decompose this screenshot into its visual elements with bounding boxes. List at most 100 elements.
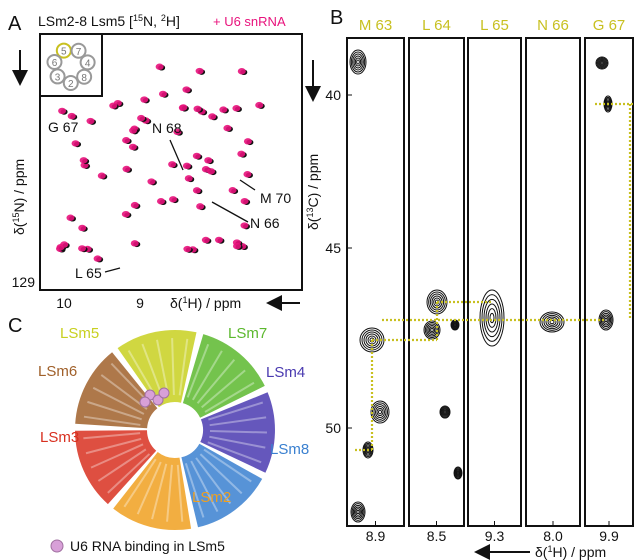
text-part: δ( xyxy=(170,295,183,311)
peak-annotation: N 66 xyxy=(250,215,280,231)
beta-strand xyxy=(141,343,164,398)
peak-rna xyxy=(122,165,131,173)
contour xyxy=(430,328,434,332)
contour xyxy=(442,409,448,415)
contour xyxy=(483,298,501,338)
peak-rna xyxy=(168,161,177,168)
contour xyxy=(545,316,559,328)
peak-rna xyxy=(219,106,228,113)
contour xyxy=(600,312,612,328)
superscript: 1 xyxy=(547,544,552,554)
y-axis-label: δ(13C) / ppm xyxy=(305,154,321,230)
peak-rna xyxy=(128,143,137,151)
contour xyxy=(351,503,365,521)
peak-rna xyxy=(158,90,167,98)
beta-strand xyxy=(209,416,267,427)
inset-number: 7 xyxy=(76,47,82,58)
connection-line xyxy=(355,300,492,452)
peak-rna xyxy=(173,128,182,136)
peak-rna xyxy=(169,196,178,203)
beta-strand xyxy=(136,461,162,515)
peak-rna xyxy=(240,222,249,229)
superscript: 15 xyxy=(133,13,143,23)
contour xyxy=(600,61,604,65)
inset-number: 2 xyxy=(68,79,74,90)
peak-rna xyxy=(182,86,191,93)
subunit-shape xyxy=(117,329,197,408)
peak-rna xyxy=(192,187,201,194)
rna-site xyxy=(158,387,170,399)
beta-strand xyxy=(204,381,255,413)
contour xyxy=(543,314,561,330)
rna-site xyxy=(152,394,164,406)
peak-rna xyxy=(208,113,217,120)
peak-rna xyxy=(66,214,75,221)
contour xyxy=(373,404,387,420)
subunit-shape xyxy=(75,352,158,429)
peak-rna xyxy=(179,104,188,111)
panel-b: B M 63 8.9 L 64 8.5 L 65 9.3 N 66 8.0 G 67 9.9 40 45… xyxy=(305,7,634,560)
beta-strand xyxy=(190,460,219,513)
inset-number: 8 xyxy=(81,73,87,84)
peak-rna xyxy=(207,168,216,175)
x-tick-label: 9 xyxy=(136,295,144,311)
contour xyxy=(356,509,360,515)
text-part: H) / ppm xyxy=(187,295,241,311)
subunit-label: LSm4 xyxy=(266,364,305,381)
beta-strand xyxy=(123,458,157,508)
contour xyxy=(599,311,613,329)
strip-frame xyxy=(346,37,405,527)
peak-rna xyxy=(237,150,246,158)
contour xyxy=(453,466,463,480)
contour xyxy=(352,504,364,520)
y-axis-label: δ(15N) / ppm xyxy=(11,159,27,235)
peak-rna xyxy=(228,187,237,194)
peak-rna xyxy=(86,117,95,125)
panel-title: LSm2-8 Lsm5 [15N, 2H] xyxy=(38,13,180,29)
contour xyxy=(454,467,462,479)
peak-rna xyxy=(240,197,249,205)
contour xyxy=(539,311,565,333)
contour xyxy=(455,469,461,477)
beta-strand xyxy=(186,343,210,398)
strip-frame xyxy=(408,37,465,527)
annotation-leader xyxy=(211,201,249,223)
legend-text: U6 RNA binding in LSm5 xyxy=(70,538,225,554)
peak-rna xyxy=(79,157,88,164)
beta-strand xyxy=(209,429,267,434)
contour xyxy=(350,501,366,523)
panel-label: C xyxy=(8,315,22,337)
peak-rna xyxy=(140,96,149,103)
peak-annotation: M 70 xyxy=(260,190,291,206)
peak-rna xyxy=(71,140,80,147)
superscript: 2 xyxy=(161,13,166,23)
contour xyxy=(442,408,448,416)
peak-rna xyxy=(121,210,130,218)
inset-subunit xyxy=(46,54,63,71)
text-part: C) / ppm xyxy=(305,154,321,208)
peak-rna xyxy=(58,107,67,115)
contour xyxy=(541,313,563,331)
contour xyxy=(376,407,384,417)
peak-rna xyxy=(97,172,106,179)
peak-annotation: G 67 xyxy=(48,119,79,135)
peak-rna xyxy=(156,198,165,205)
inset-number: 4 xyxy=(85,58,91,69)
peak-rna xyxy=(223,124,232,132)
beta-strand xyxy=(178,338,189,396)
contour xyxy=(454,468,462,478)
contour xyxy=(456,470,460,476)
beta-strand xyxy=(87,400,142,421)
peak-rna xyxy=(78,245,87,252)
residue-label: L 64 xyxy=(422,17,451,34)
subunit-shape xyxy=(75,430,157,505)
contour xyxy=(356,59,360,65)
inset-subunit xyxy=(70,42,87,59)
beta-strand xyxy=(100,374,148,410)
contour xyxy=(452,322,458,328)
superscript: 15 xyxy=(11,213,21,223)
beta-strand xyxy=(196,359,236,404)
contour xyxy=(428,326,436,334)
subunit-shape xyxy=(200,392,275,473)
